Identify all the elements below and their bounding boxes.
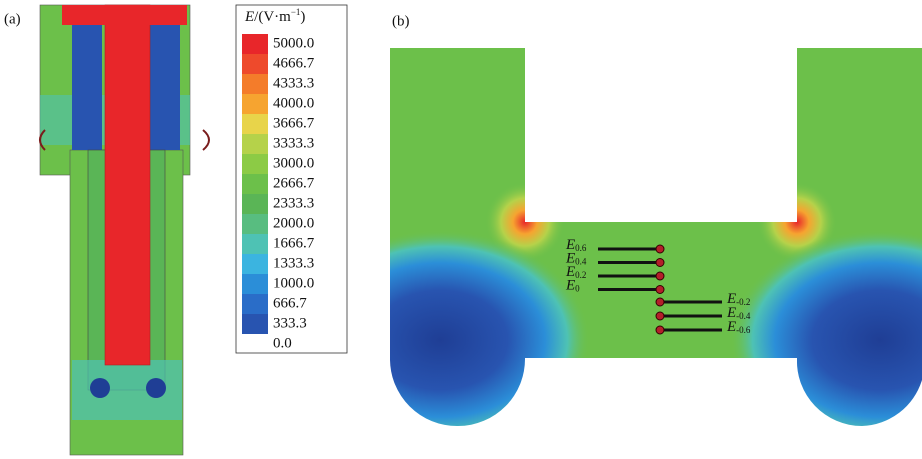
colorbar-swatch <box>242 314 268 334</box>
colorbar-swatch <box>242 254 268 274</box>
colorbar-label: 1000.0 <box>273 275 314 291</box>
colorbar-swatch <box>242 34 268 54</box>
probe-subscript: -0.4 <box>736 311 751 321</box>
colorbar-swatch <box>242 234 268 254</box>
probe-subscript: 0.4 <box>575 257 587 267</box>
colorbar-label: 4666.7 <box>273 55 315 71</box>
colorbar-label: 5000.0 <box>273 35 314 51</box>
probe-subscript: 0.6 <box>575 243 587 253</box>
colorbar-swatch <box>242 74 268 94</box>
panel-label: (b) <box>392 13 410 29</box>
colorbar-label: 2666.7 <box>273 175 315 191</box>
panel-b-field <box>290 48 922 459</box>
colorbar-swatch <box>242 54 268 74</box>
colorbar-label: 3000.0 <box>273 155 314 171</box>
colorbar-label: 3666.7 <box>273 115 315 131</box>
colorbar-title: E/(V·m−1) <box>244 7 305 25</box>
colorbar-label: 3333.3 <box>273 135 314 151</box>
probe-point <box>656 286 664 294</box>
colorbar-label: 1666.7 <box>273 235 315 251</box>
probe-symbol: E <box>726 319 736 335</box>
colorbar-label: 0.0 <box>273 335 292 351</box>
probe-point <box>656 326 664 334</box>
colorbar: 5000.0 4666.7 4333.3 4000.0 3666.7 3333.3 3000… <box>242 34 315 351</box>
colorbar-swatch <box>242 274 268 294</box>
colorbar-label: 4333.3 <box>273 75 314 91</box>
colorbar-swatch <box>242 114 268 134</box>
probe-subscript: 0.2 <box>575 270 586 280</box>
colorbar-swatch <box>242 94 268 114</box>
figure: (a) E/(V·m−1) 5000.0 4666.7 4333.3 4000.0 36… <box>0 0 922 459</box>
colorbar-label: 2333.3 <box>273 195 314 211</box>
colorbar-label: 333.3 <box>273 315 307 331</box>
colorbar-swatch <box>242 154 268 174</box>
colorbar-label: 2000.0 <box>273 215 314 231</box>
probe-symbol: E <box>565 278 575 294</box>
colorbar-label: 666.7 <box>273 295 307 311</box>
colorbar-label: 1333.3 <box>273 255 314 271</box>
colorbar-swatch <box>242 174 268 194</box>
probe-point <box>656 312 664 320</box>
colorbar-swatch <box>242 214 268 234</box>
probe-subscript: -0.2 <box>736 297 750 307</box>
probe-subscript: 0 <box>575 284 580 294</box>
colorbar-swatch <box>242 134 268 154</box>
probe-point <box>656 298 664 306</box>
colorbar-swatch <box>242 294 268 314</box>
colorbar-swatch <box>242 194 268 214</box>
panel-label: (a) <box>4 11 21 27</box>
probe-subscript: -0.6 <box>736 325 751 335</box>
panel-a-field <box>40 5 209 455</box>
probe-point <box>656 259 664 267</box>
probe-point <box>656 272 664 280</box>
probe-point <box>656 245 664 253</box>
colorbar-label: 4000.0 <box>273 95 314 111</box>
page: {"panel_a": {"label": "(a)"}, "panel_b":… <box>0 0 922 459</box>
